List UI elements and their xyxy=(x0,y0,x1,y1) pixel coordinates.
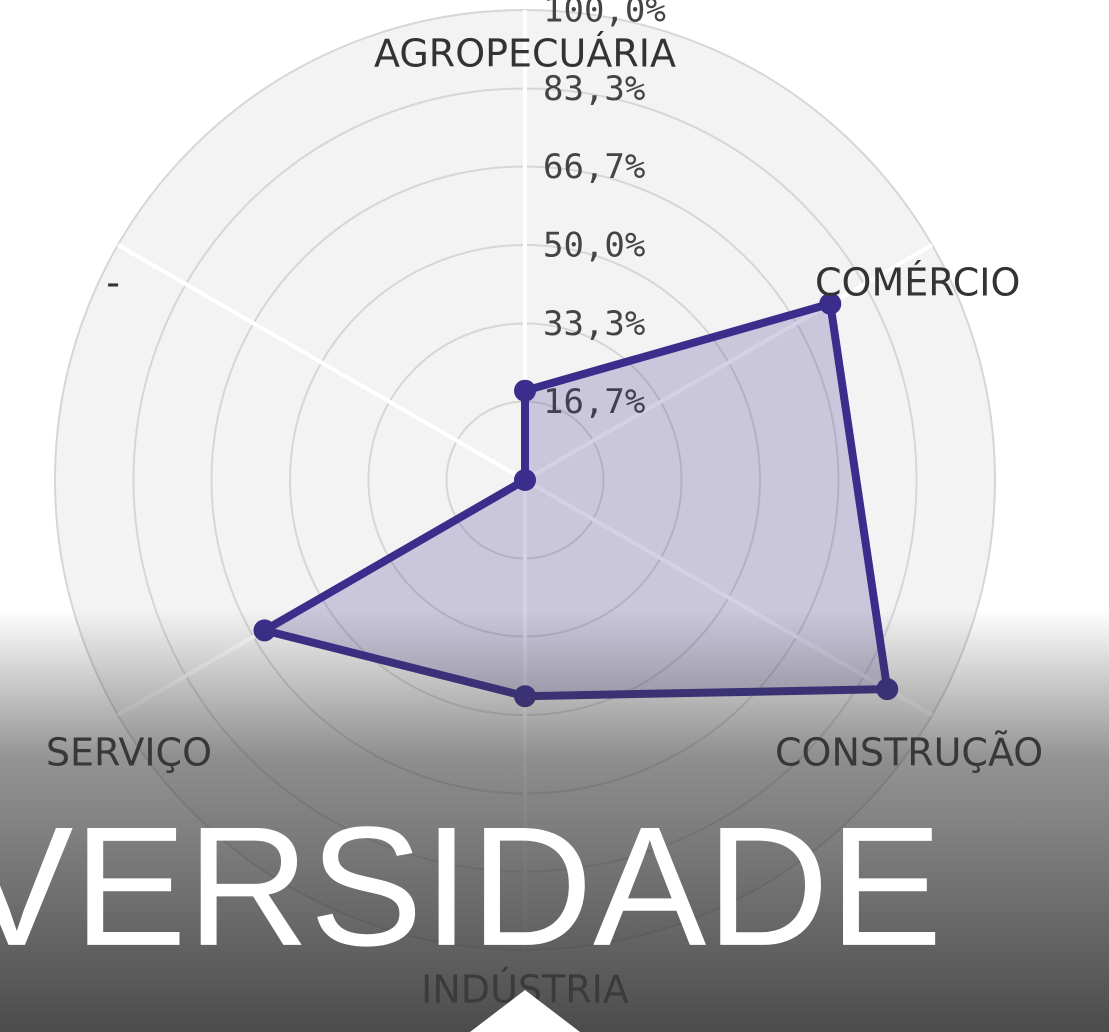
overlay-shade xyxy=(0,610,1109,1032)
category-label: - xyxy=(106,261,120,305)
r-tick-label: 66,7% xyxy=(543,147,645,187)
category-label: COMÉRCIO xyxy=(815,261,1020,305)
spoke xyxy=(523,243,934,482)
r-tick-label: 33,3% xyxy=(543,304,645,344)
overlay-text: VERSIDADE xyxy=(0,792,942,982)
overlay-chevron xyxy=(470,990,580,1032)
radar-point xyxy=(514,469,536,491)
r-tick-label: 50,0% xyxy=(543,226,645,266)
r-tick-label: 16,7% xyxy=(543,382,645,422)
r-tick-label: 83,3% xyxy=(543,69,645,109)
radar-point xyxy=(819,292,842,315)
r-tick-label: 100,0% xyxy=(543,0,666,31)
category-label: AGROPECUÁRIA xyxy=(374,32,676,76)
radar-point xyxy=(514,379,536,402)
spoke xyxy=(116,243,527,482)
